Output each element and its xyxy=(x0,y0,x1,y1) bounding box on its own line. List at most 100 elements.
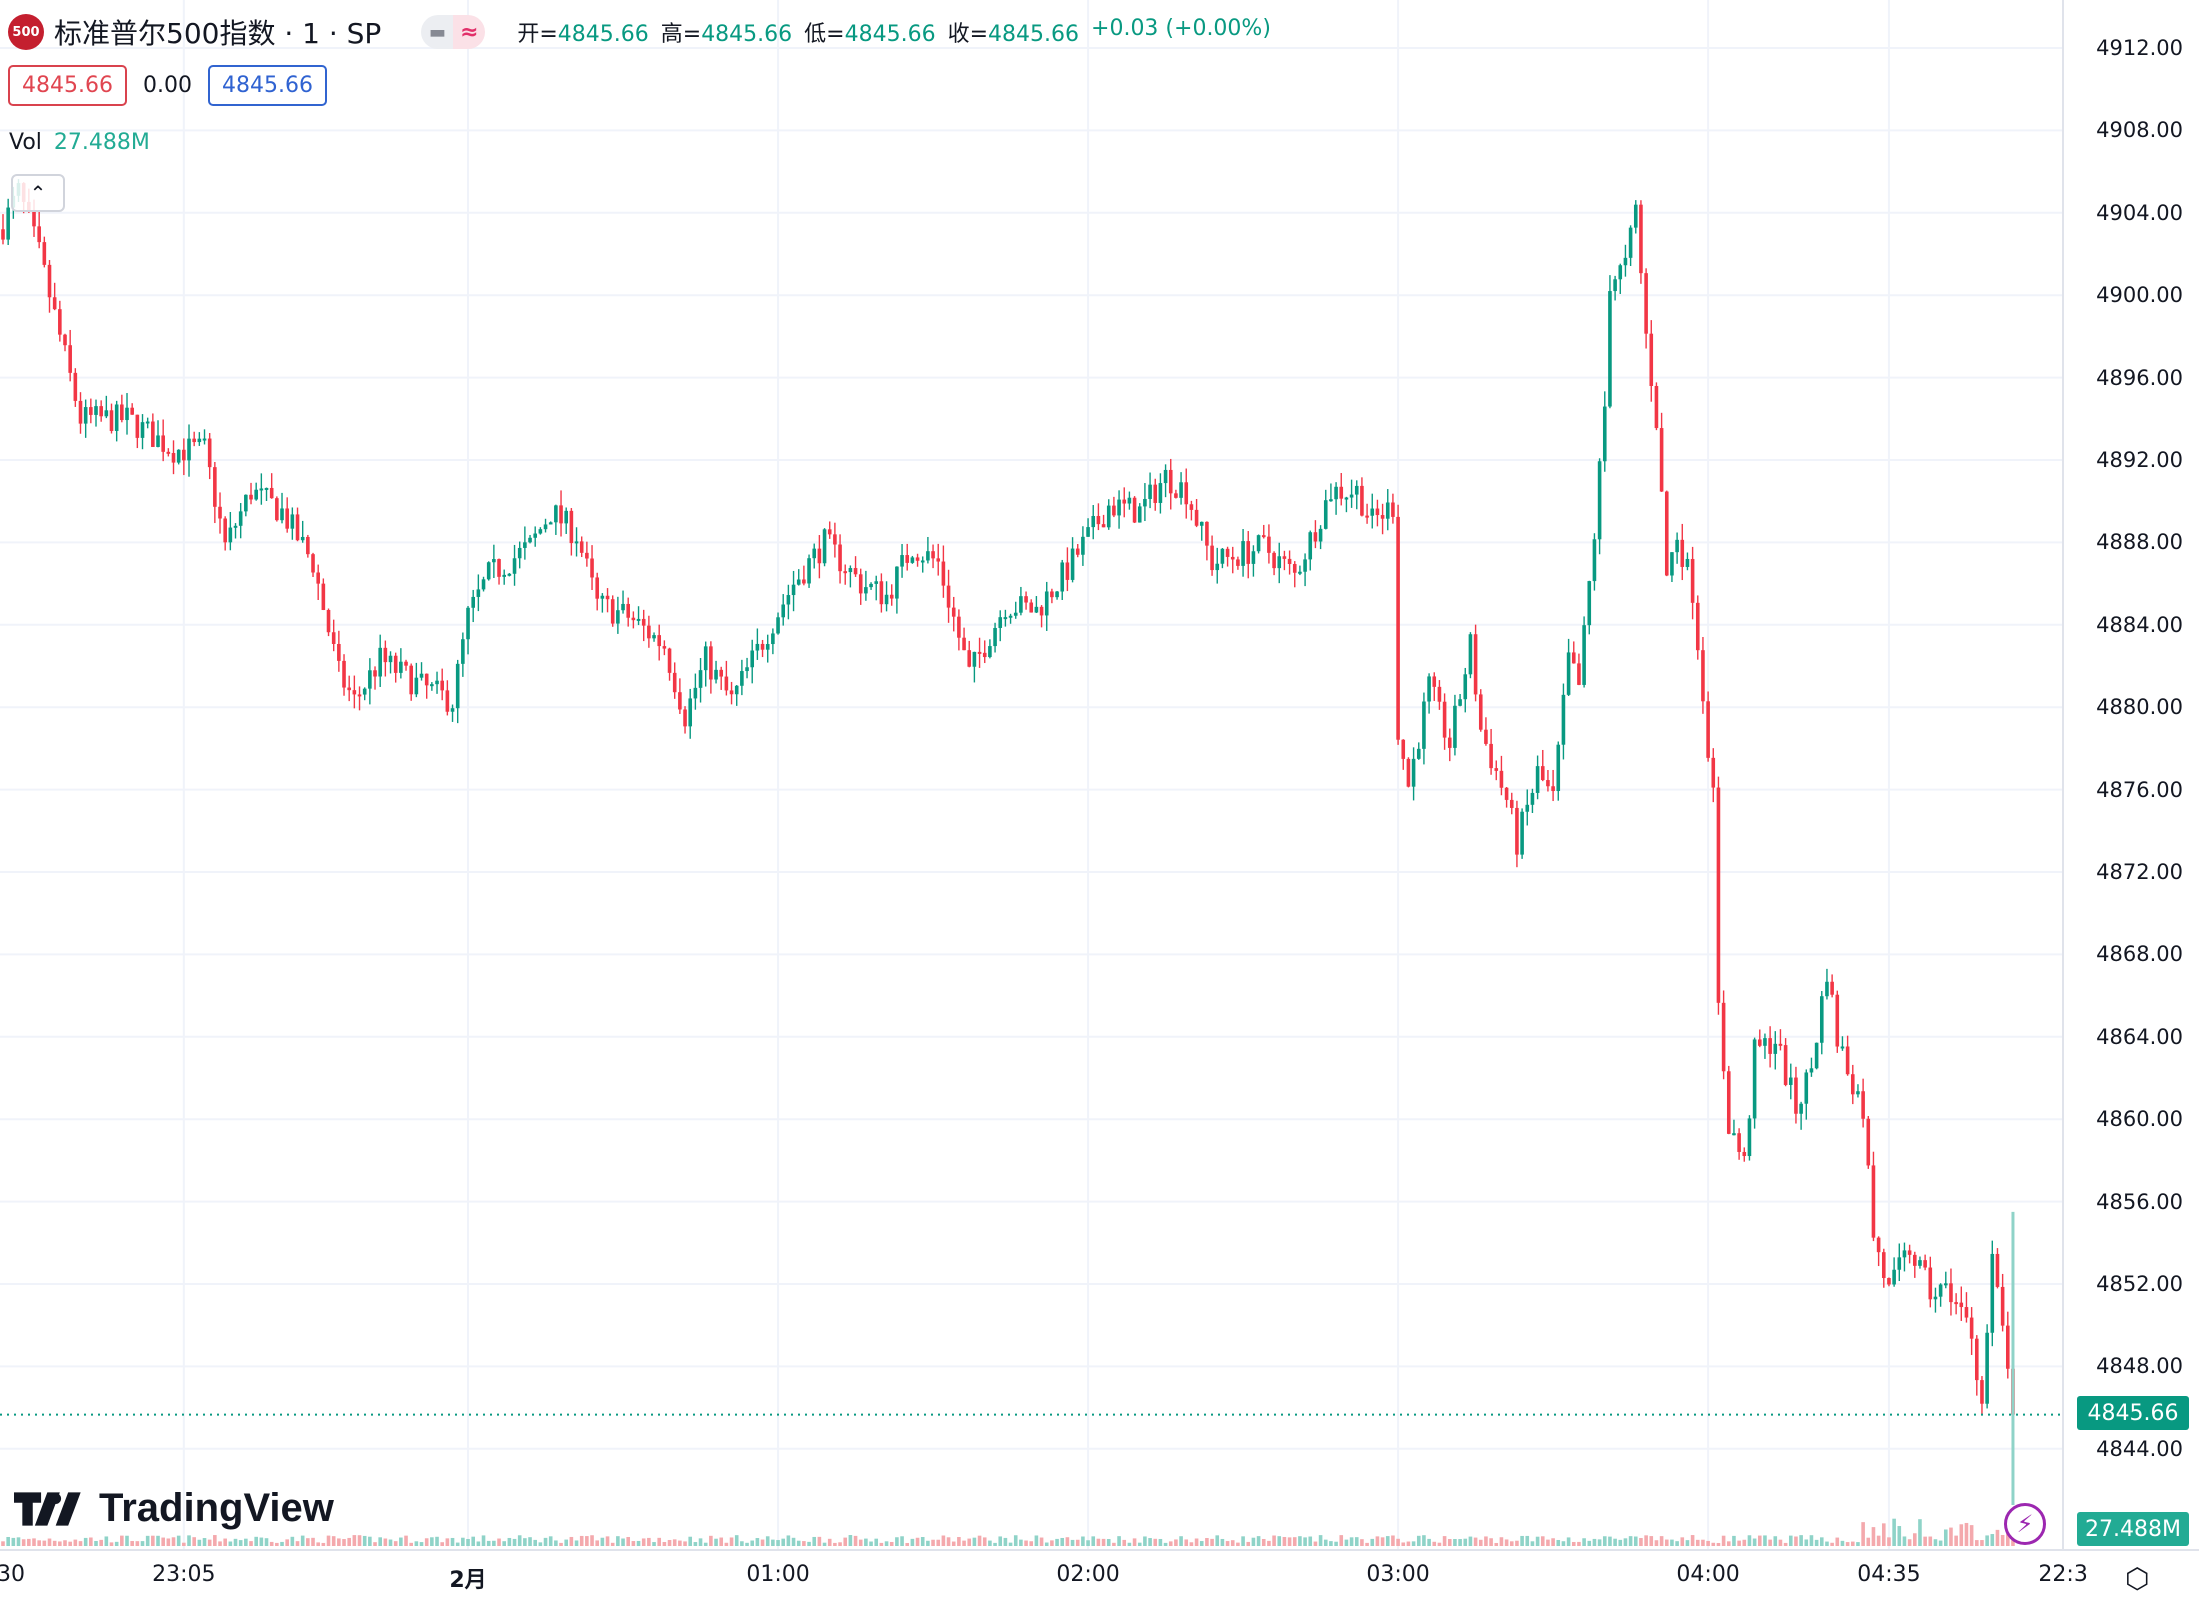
volume-bar xyxy=(1453,1539,1457,1546)
candle xyxy=(678,692,682,710)
candle xyxy=(1427,676,1431,702)
candle xyxy=(1680,539,1685,567)
candle xyxy=(409,665,413,695)
candle xyxy=(254,489,258,500)
candle xyxy=(600,595,605,599)
candle xyxy=(285,508,289,529)
volume-bar xyxy=(1427,1538,1431,1546)
candle xyxy=(249,494,253,500)
candle xyxy=(1943,1283,1948,1286)
volume-bar xyxy=(1980,1540,1984,1546)
candle xyxy=(1385,502,1390,519)
candle xyxy=(1675,539,1679,553)
candle xyxy=(900,555,904,567)
volume-bar xyxy=(905,1542,910,1546)
volume-bar xyxy=(889,1541,894,1546)
volume-bar xyxy=(52,1540,57,1546)
volume-bar xyxy=(869,1541,873,1546)
volume-bar xyxy=(213,1535,217,1546)
volume-bar xyxy=(1158,1538,1163,1546)
candle xyxy=(652,635,656,639)
candle xyxy=(585,552,589,559)
volume-bar xyxy=(1210,1538,1214,1546)
volume-bar xyxy=(1401,1542,1406,1546)
candle xyxy=(78,400,83,424)
volume-bar xyxy=(652,1542,656,1546)
volume-bar xyxy=(1773,1536,1778,1546)
sell-button[interactable]: 4845.66 xyxy=(8,65,127,106)
candle xyxy=(1437,686,1442,702)
volume-bar xyxy=(755,1538,760,1546)
candle xyxy=(1013,612,1018,616)
volume-bar xyxy=(1737,1540,1741,1546)
candle xyxy=(1205,521,1209,546)
candle xyxy=(1623,257,1628,266)
settings-icon[interactable]: ⬡ xyxy=(2125,1562,2150,1595)
candle xyxy=(295,514,300,541)
volume-bar xyxy=(1179,1536,1183,1546)
candle xyxy=(1628,227,1633,258)
candle xyxy=(1416,748,1421,759)
lightning-icon[interactable]: ⚡ xyxy=(2004,1503,2046,1545)
volume-bar xyxy=(1323,1539,1328,1546)
candle xyxy=(1075,548,1080,555)
volume-bar xyxy=(1096,1538,1101,1546)
candle xyxy=(1819,996,1824,1043)
volume-bar xyxy=(724,1542,729,1546)
volume-bar xyxy=(393,1541,398,1546)
volume-bar xyxy=(37,1540,41,1546)
volume-bar xyxy=(1721,1535,1726,1546)
volume-bar xyxy=(316,1542,320,1546)
volume-bar xyxy=(595,1540,600,1546)
volume-label: Vol xyxy=(9,130,42,155)
volume-bar xyxy=(1763,1535,1767,1546)
symbol-header: 500 标准普尔500指数 · 1 · SP ▬ ≈ 开=4845.66 高=4… xyxy=(8,12,1271,52)
volume-bar xyxy=(419,1542,424,1546)
symbol-title[interactable]: 标准普尔500指数 · 1 · SP xyxy=(54,17,382,50)
volume-bar xyxy=(187,1535,191,1546)
candle xyxy=(636,618,641,621)
candle xyxy=(1742,1151,1747,1157)
candle xyxy=(1540,766,1545,781)
collapse-legend-button[interactable]: ⌃ xyxy=(11,174,65,212)
volume-bar xyxy=(1695,1539,1700,1546)
volume-bar xyxy=(1003,1537,1008,1546)
tradingview-logo[interactable]: TradingView xyxy=(14,1486,334,1531)
volume-bar xyxy=(616,1536,620,1546)
volume-bar xyxy=(709,1535,713,1546)
candle xyxy=(1757,1039,1762,1046)
display-toggle[interactable]: ▬ ≈ xyxy=(421,15,486,49)
volume-bar xyxy=(435,1536,439,1546)
candle xyxy=(1086,527,1090,537)
wave-icon[interactable]: ≈ xyxy=(453,15,486,49)
candle xyxy=(543,524,548,530)
candle xyxy=(1685,558,1690,567)
volume-bar xyxy=(326,1535,331,1546)
candle xyxy=(326,609,331,633)
volume-bar xyxy=(1013,1535,1018,1546)
candle xyxy=(1566,652,1571,695)
candle xyxy=(641,618,646,626)
candle xyxy=(698,670,703,688)
volume-bar xyxy=(1205,1538,1209,1546)
volume-bar xyxy=(476,1541,481,1546)
volume-bar xyxy=(1535,1536,1540,1546)
volume-bar xyxy=(517,1535,522,1546)
buy-button[interactable]: 4845.66 xyxy=(207,65,327,106)
candle xyxy=(135,414,140,438)
volume-bar xyxy=(1261,1538,1266,1546)
candle xyxy=(192,438,196,443)
volume-bar xyxy=(362,1535,367,1546)
volume-bar xyxy=(311,1537,315,1546)
candle xyxy=(889,594,894,599)
minus-icon[interactable]: ▬ xyxy=(421,15,454,49)
candle xyxy=(936,558,941,562)
candle xyxy=(548,522,553,525)
volume-bar xyxy=(1039,1537,1044,1546)
volume-bar xyxy=(1220,1538,1225,1546)
candle xyxy=(187,438,191,461)
candle xyxy=(1168,469,1173,494)
candle xyxy=(1349,494,1354,498)
volume-bar xyxy=(104,1536,109,1546)
